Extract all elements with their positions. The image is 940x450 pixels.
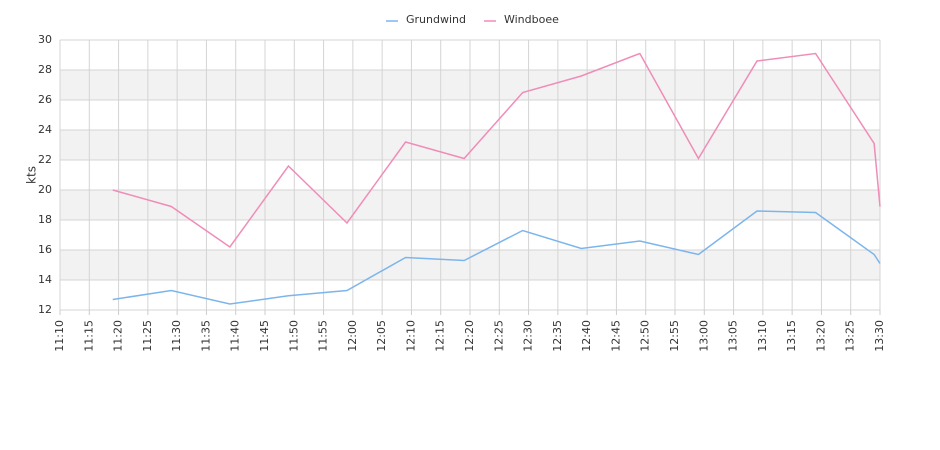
x-tick-label: 13:00 [697,320,710,352]
x-tick-label: 12:35 [551,320,564,352]
series-line [112,52,881,249]
x-tick-label: 13:30 [873,320,886,352]
x-tick-label: 12:00 [346,320,359,352]
x-tick-label: 11:50 [287,320,300,352]
x-tick-label: 11:35 [199,320,212,352]
x-tick-label: 12:55 [668,320,681,352]
x-tick-label: 11:40 [229,320,242,352]
y-tick-label: 28 [38,63,52,76]
y-tick-label: 20 [38,183,52,196]
x-tick-label: 13:15 [785,320,798,352]
x-tick-label: 12:05 [375,320,388,352]
y-tick-label: 18 [38,213,52,226]
x-tick-label: 11:45 [258,320,271,352]
x-tick-label: 12:40 [580,320,593,352]
x-tick-label: 13:10 [756,320,769,352]
x-tick-label: 13:05 [727,320,740,352]
x-tick-label: 13:25 [844,320,857,352]
x-tick-label: 11:55 [317,320,330,352]
y-tick-label: 30 [38,33,52,46]
x-tick-label: 13:20 [814,320,827,352]
x-tick-label: 11:20 [112,320,125,352]
y-tick-label: 12 [38,303,52,316]
y-axis-label: kts [25,166,39,184]
x-tick-label: 12:45 [609,320,622,352]
legend-label: Windboee [504,13,559,26]
y-tick-label: 14 [38,273,52,286]
y-tick-label: 16 [38,243,52,256]
x-tick-label: 11:30 [170,320,183,352]
series-line [112,210,881,305]
x-tick-label: 12:25 [492,320,505,352]
y-tick-label: 26 [38,93,52,106]
x-tick-label: 11:15 [82,320,95,352]
x-tick-label: 12:30 [522,320,535,352]
x-tick-label: 12:50 [639,320,652,352]
x-tick-label: 12:20 [463,320,476,352]
x-tick-label: 12:10 [404,320,417,352]
legend-label: Grundwind [406,13,466,26]
x-tick-label: 11:25 [141,320,154,352]
y-tick-label: 22 [38,153,52,166]
x-tick-label: 11:10 [53,320,66,352]
x-tick-label: 12:15 [434,320,447,352]
y-tick-label: 24 [38,123,52,136]
